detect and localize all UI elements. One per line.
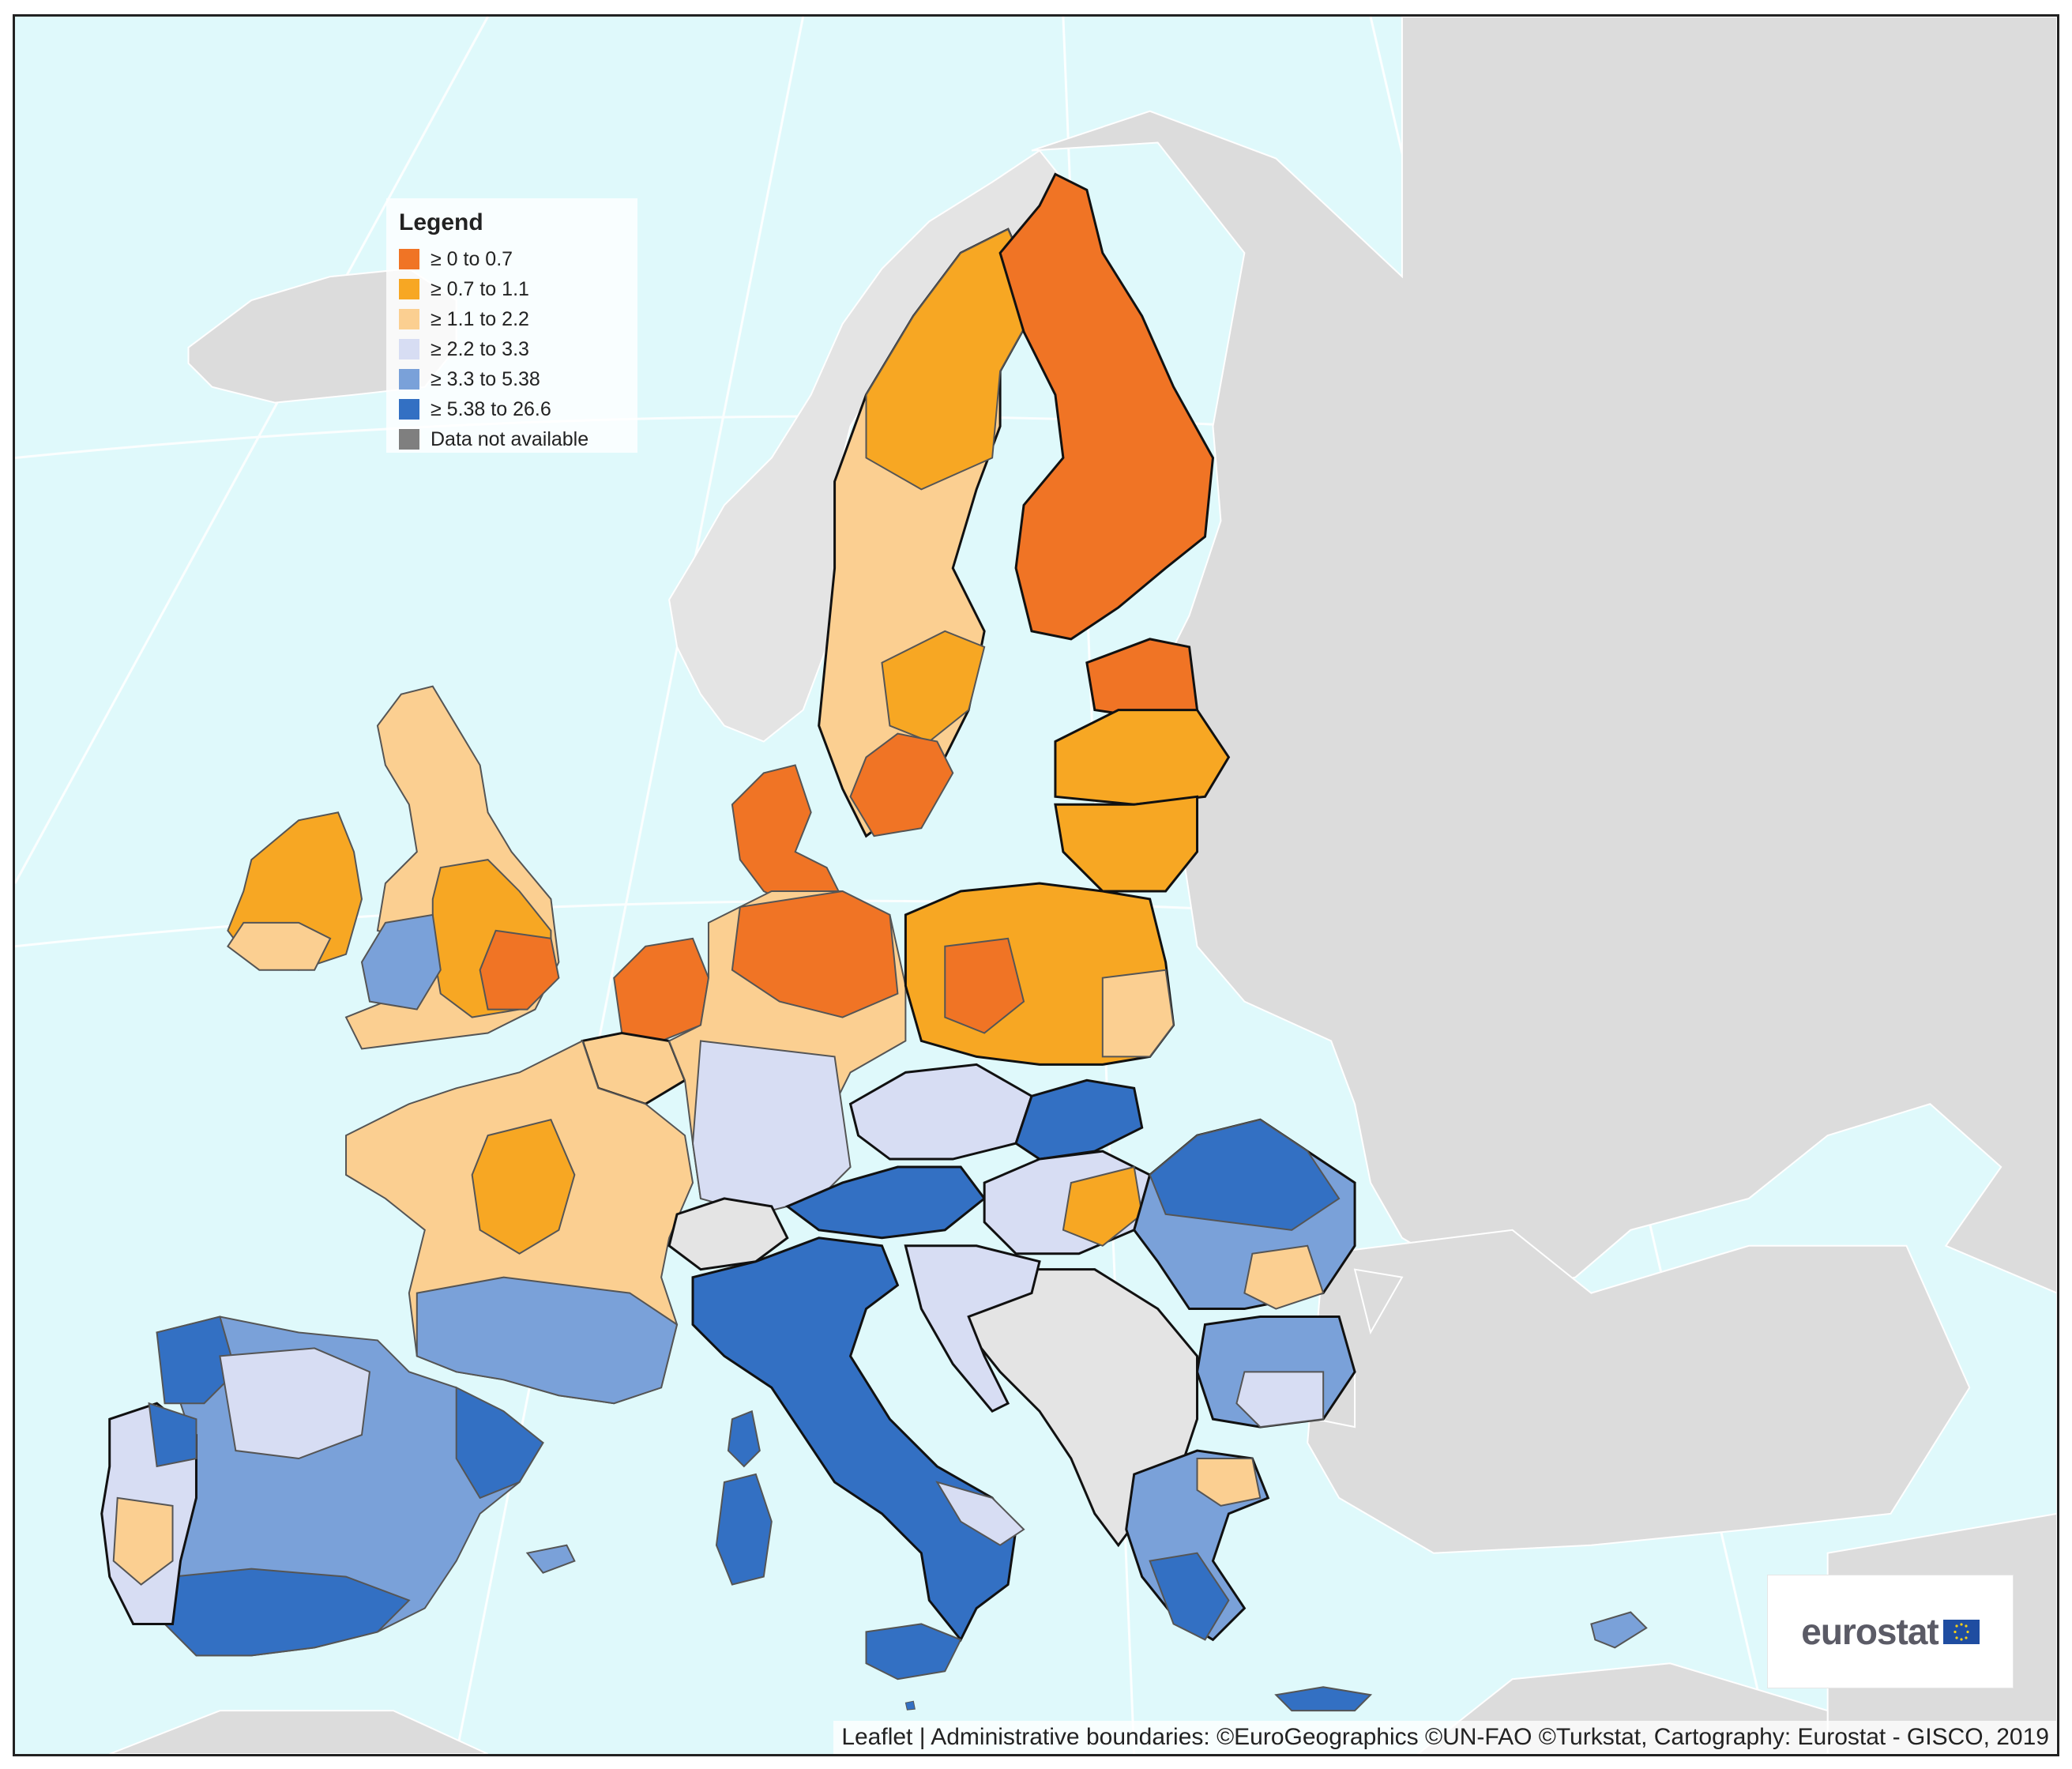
legend-label: ≥ 5.38 to 26.6: [431, 397, 551, 420]
region-greece-south: [1149, 1552, 1230, 1641]
legend-label: ≥ 0 to 0.7: [431, 247, 513, 270]
legend-item: ≥ 2.2 to 3.3: [399, 334, 625, 364]
map-frame[interactable]: Legend ≥ 0 to 0.7 ≥ 0.7 to 1.1 ≥ 1.1 to …: [13, 14, 2059, 1756]
legend-swatch: [399, 249, 419, 269]
region-romania-south: [1243, 1244, 1325, 1310]
legend-item: ≥ 0.7 to 1.1: [399, 274, 625, 304]
region-italy-south: [935, 1481, 1025, 1546]
region-spain-northwest: [156, 1315, 237, 1405]
region-poland-south: [944, 937, 1025, 1034]
region-wales: [360, 913, 442, 1011]
legend-label: ≥ 2.2 to 3.3: [431, 337, 529, 360]
legend-label: ≥ 0.7 to 1.1: [431, 277, 529, 300]
attribution-separator: |: [919, 1724, 931, 1750]
legend-title: Legend: [399, 209, 483, 235]
legend: Legend ≥ 0 to 0.7 ≥ 0.7 to 1.1 ≥ 1.1 to …: [386, 198, 637, 453]
region-greece-north: [1196, 1458, 1262, 1507]
legend-swatch: [399, 309, 419, 329]
region-sweden-north: [865, 228, 1041, 491]
region-sweden-mid: [881, 630, 986, 743]
eurostat-logo: eurostat: [1767, 1575, 2014, 1688]
region-corsica: [727, 1410, 761, 1468]
legend-swatch: [399, 369, 419, 390]
region-finland: [998, 172, 1215, 641]
legend-item: ≥ 3.3 to 5.38: [399, 364, 625, 394]
choropleth-map[interactable]: [15, 17, 2057, 1754]
legend-item: ≥ 0 to 0.7: [399, 244, 625, 274]
legend-swatch: [399, 339, 419, 359]
legend-swatch: [399, 399, 419, 420]
region-spain-north: [219, 1347, 371, 1460]
region-balearics: [525, 1544, 576, 1574]
logo-text: eurostat: [1801, 1611, 1939, 1652]
legend-label: Data not available: [431, 427, 589, 450]
region-sweden-south: [849, 732, 954, 837]
region-latvia: [1054, 709, 1231, 806]
region-bulgaria-south: [1235, 1371, 1325, 1428]
region-sicily: [865, 1623, 962, 1681]
region-crete: [1274, 1686, 1373, 1712]
legend-swatch: [399, 279, 419, 299]
legend-item: ≥ 5.38 to 26.6: [399, 394, 625, 424]
region-hungary-east: [1062, 1165, 1143, 1247]
legend-item: Data not available: [399, 424, 625, 454]
region-andalusia: [164, 1568, 411, 1657]
region-sardinia: [715, 1473, 773, 1586]
region-france-south: [416, 1276, 679, 1405]
region-germany-north: [731, 890, 899, 1018]
legend-swatch: [399, 429, 419, 450]
region-france-centre: [471, 1119, 576, 1255]
legend-item: ≥ 1.1 to 2.2: [399, 304, 625, 334]
region-lithuania: [1054, 795, 1199, 893]
leaflet-link[interactable]: Leaflet: [841, 1724, 913, 1750]
region-portugal-north: [148, 1402, 197, 1468]
region-poland-east: [1101, 969, 1175, 1058]
region-malta: [904, 1700, 916, 1711]
region-croatia: [904, 1244, 1041, 1413]
region-ireland-south: [227, 921, 332, 971]
region-italy: [691, 1236, 1017, 1643]
eu-flag-icon: [1942, 1619, 1980, 1644]
legend-label: ≥ 1.1 to 2.2: [431, 307, 529, 330]
legend-label: ≥ 3.3 to 5.38: [431, 367, 540, 390]
region-romania-north: [1149, 1119, 1341, 1231]
region-denmark: [731, 764, 844, 908]
region-portugal-south: [112, 1496, 174, 1586]
attribution-credits: Administrative boundaries: ©EuroGeograph…: [931, 1724, 2049, 1750]
region-catalonia: [455, 1386, 544, 1500]
region-switzerland: [667, 1197, 789, 1271]
region-slovakia: [1014, 1078, 1144, 1161]
region-cyprus: [1590, 1611, 1648, 1649]
region-uk-east: [479, 929, 560, 1011]
map-attribution: Leaflet | Administrative boundaries: ©Eu…: [833, 1721, 2057, 1754]
